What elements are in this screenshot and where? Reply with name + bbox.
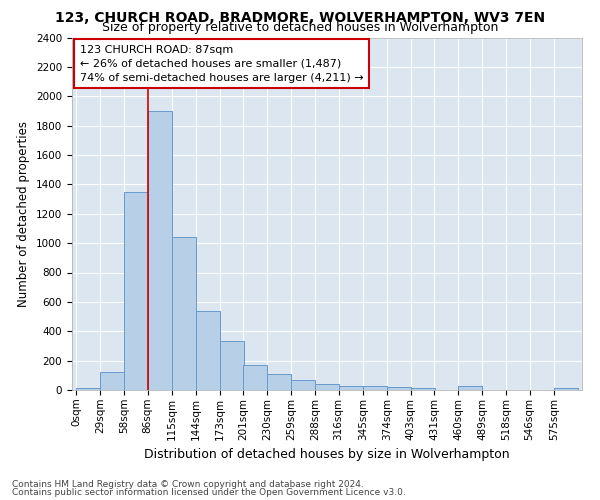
Bar bbox=[338, 386, 363, 390]
Bar bbox=[316, 384, 340, 390]
Text: Contains public sector information licensed under the Open Government Licence v3: Contains public sector information licen… bbox=[12, 488, 406, 497]
Text: 123 CHURCH ROAD: 87sqm
← 26% of detached houses are smaller (1,487)
74% of semi-: 123 CHURCH ROAD: 87sqm ← 26% of detached… bbox=[80, 44, 363, 82]
Bar bbox=[172, 236, 196, 390]
Bar bbox=[363, 386, 387, 390]
Bar bbox=[554, 388, 578, 390]
Bar bbox=[243, 365, 267, 390]
Y-axis label: Number of detached properties: Number of detached properties bbox=[17, 120, 31, 306]
Bar bbox=[196, 310, 220, 390]
Bar bbox=[267, 374, 291, 390]
Bar bbox=[458, 386, 482, 390]
Text: Contains HM Land Registry data © Crown copyright and database right 2024.: Contains HM Land Registry data © Crown c… bbox=[12, 480, 364, 489]
Text: Size of property relative to detached houses in Wolverhampton: Size of property relative to detached ho… bbox=[102, 21, 498, 34]
Bar bbox=[76, 388, 100, 390]
Bar bbox=[387, 387, 411, 390]
Text: 123, CHURCH ROAD, BRADMORE, WOLVERHAMPTON, WV3 7EN: 123, CHURCH ROAD, BRADMORE, WOLVERHAMPTO… bbox=[55, 11, 545, 25]
Bar bbox=[220, 341, 244, 390]
Bar bbox=[124, 192, 148, 390]
Bar bbox=[100, 372, 124, 390]
X-axis label: Distribution of detached houses by size in Wolverhampton: Distribution of detached houses by size … bbox=[144, 448, 510, 461]
Bar bbox=[148, 111, 172, 390]
Bar bbox=[411, 388, 435, 390]
Bar bbox=[291, 380, 316, 390]
